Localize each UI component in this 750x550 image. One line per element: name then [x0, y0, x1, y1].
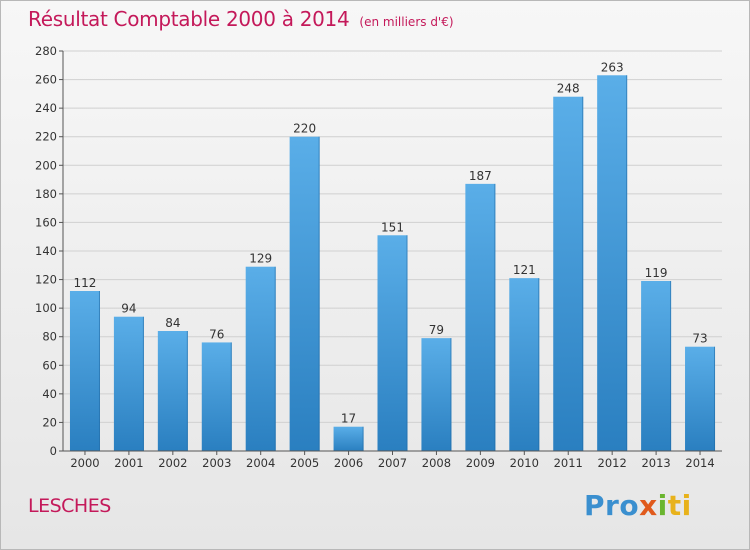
- value-label-2014: 73: [692, 332, 707, 346]
- bar-2008: [421, 338, 452, 451]
- bar-2012: [597, 75, 628, 452]
- x-tick-label-2003: 2003: [202, 456, 231, 470]
- value-label-2010: 121: [513, 263, 536, 277]
- value-label-2006: 17: [341, 412, 356, 426]
- logo-part-3: i: [657, 489, 668, 522]
- x-tick-label-2012: 2012: [598, 456, 627, 470]
- y-tick-label: 40: [42, 387, 57, 401]
- bar-2011: [553, 96, 584, 451]
- bars: [69, 75, 716, 452]
- y-tick-label: 260: [35, 73, 57, 87]
- x-tick-label-2001: 2001: [114, 456, 143, 470]
- y-tick-label: 0: [50, 444, 57, 458]
- value-label-2007: 151: [381, 220, 404, 234]
- logo-part-1: Pro: [584, 489, 640, 522]
- x-tick-label-2008: 2008: [422, 456, 451, 470]
- value-label-2009: 187: [469, 169, 492, 183]
- x-tick-label-2005: 2005: [290, 456, 319, 470]
- labels: 0 20 40 60 80 100 120 140 160 180 200 220 240 260 280 1…: [35, 44, 715, 470]
- chart-subtitle: (en milliers d'€): [359, 15, 454, 29]
- y-tick-label: 180: [35, 187, 57, 201]
- value-label-2008: 79: [429, 323, 444, 337]
- y-tick-label: 140: [35, 244, 57, 258]
- y-tick-label: 220: [35, 130, 57, 144]
- value-label-2000: 112: [74, 276, 97, 290]
- value-label-2011: 248: [557, 82, 580, 96]
- logo-part-4: ti: [667, 489, 692, 522]
- x-tick-label-2011: 2011: [554, 456, 583, 470]
- logo-part-2: x: [639, 489, 658, 522]
- y-tick-label: 200: [35, 158, 57, 172]
- chart-title: Résultat Comptable 2000 à 2014: [28, 7, 350, 31]
- x-tick-label-2009: 2009: [466, 456, 495, 470]
- y-tick-label: 100: [35, 301, 57, 315]
- x-tick-label-2004: 2004: [246, 456, 275, 470]
- y-tick-label: 120: [35, 273, 57, 287]
- x-tick-label-2002: 2002: [158, 456, 187, 470]
- y-tick-label: 20: [42, 415, 57, 429]
- x-tick-label-2014: 2014: [685, 456, 714, 470]
- x-tick-label-2006: 2006: [334, 456, 363, 470]
- y-tick-label: 80: [42, 330, 57, 344]
- x-tick-label-2000: 2000: [70, 456, 99, 470]
- bar-2013: [641, 281, 672, 451]
- value-label-2002: 84: [165, 316, 180, 330]
- bar-2000: [69, 291, 100, 451]
- y-tick-label: 240: [35, 101, 57, 115]
- proxiti-logo[interactable]: Proxiti: [584, 489, 692, 522]
- city-name: LESCHES: [28, 495, 111, 517]
- x-tick-label-2013: 2013: [641, 456, 670, 470]
- value-label-2012: 263: [601, 60, 624, 74]
- bar-2014: [685, 346, 716, 451]
- value-label-2013: 119: [645, 266, 668, 280]
- bar-2005: [289, 136, 320, 451]
- value-label-2004: 129: [249, 252, 272, 266]
- bar-2002: [157, 331, 188, 451]
- y-tick-label: 60: [42, 358, 57, 372]
- bar-2009: [465, 183, 496, 451]
- bar-2004: [245, 266, 276, 451]
- bar-2007: [377, 235, 408, 451]
- bar-2006: [333, 426, 364, 451]
- value-label-2005: 220: [293, 122, 316, 136]
- y-tick-label: 160: [35, 215, 57, 229]
- y-tick-label: 280: [35, 44, 57, 58]
- chart-title-block: Résultat Comptable 2000 à 2014 (en millie…: [28, 7, 454, 31]
- axes: [59, 50, 722, 455]
- bar-2001: [113, 316, 144, 451]
- bar-2010: [509, 278, 540, 451]
- bar-2003: [201, 342, 232, 451]
- x-tick-label-2007: 2007: [378, 456, 407, 470]
- value-label-2001: 94: [121, 302, 136, 316]
- x-tick-label-2010: 2010: [510, 456, 539, 470]
- value-label-2003: 76: [209, 327, 224, 341]
